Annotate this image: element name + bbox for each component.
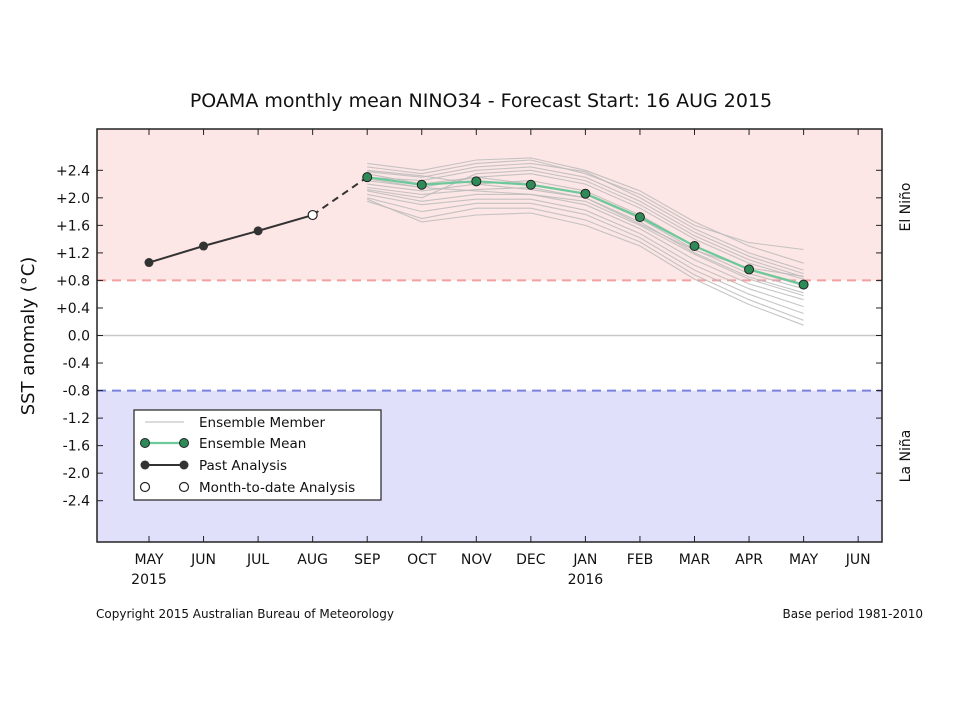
x-tick-label: MAR [679, 552, 711, 568]
x-tick-label: SEP [354, 552, 380, 568]
ensemble-member-line [367, 159, 804, 251]
y-tick-label: -2.4 [63, 494, 90, 510]
y-tick-label: +0.8 [56, 273, 90, 289]
legend-label-past-analysis: Past Analysis [199, 458, 287, 474]
ensemble-member-line [367, 190, 804, 301]
ensemble-mean-point [744, 264, 755, 275]
legend-markers [139, 438, 190, 493]
x-tick-label: JAN [572, 552, 597, 568]
y-axis-label: SST anomaly (°C) [18, 257, 39, 416]
base-period-text: Base period 1981-2010 [783, 607, 923, 621]
ensemble-mean-point [471, 176, 482, 187]
ensemble-mean-point [362, 172, 373, 183]
month-to-date-point [307, 209, 318, 221]
copyright-text: Copyright 2015 Australian Bureau of Mete… [96, 607, 394, 621]
x-tick-label: NOV [461, 552, 492, 568]
ensemble-member-line [367, 200, 804, 321]
x-tick-label: FEB [627, 552, 654, 568]
y-tick-label: 0.0 [68, 329, 90, 345]
legend-marker-past-analysis [140, 460, 150, 470]
ensemble-mean-point [634, 212, 645, 223]
legend-label-month-to-date: Month-to-date Analysis [199, 480, 355, 496]
ensemble-member-line [367, 169, 804, 278]
legend-marker-past-analysis [179, 460, 189, 470]
past-analysis-point [199, 241, 209, 251]
ensemble-mean-point [580, 188, 591, 199]
axes: +2.4 +2.0 +1.6 +1.2 +0.8 +0.4 0.0 -0.4 -0.8 -1.2 -… [56, 129, 882, 588]
ensemble-mean-point [416, 179, 427, 190]
y-tick-label: +1.2 [56, 246, 90, 262]
legend-marker-ensemble-mean [140, 438, 150, 448]
y-tick-label: +2.4 [56, 163, 90, 179]
y-tick-label: -1.2 [63, 411, 90, 427]
x-tick-label: DEC [516, 552, 546, 568]
past-analysis-point [144, 258, 154, 268]
ensemble-mean-point [798, 279, 809, 290]
y-tick-label: -1.6 [63, 439, 90, 455]
series-points [144, 172, 809, 290]
y-tick-label: +2.0 [56, 191, 90, 207]
ensemble-member-line [367, 157, 804, 264]
x-tick-label: JUN [190, 552, 216, 568]
ensemble-member-line [367, 197, 804, 315]
legend-label-ensemble-mean: Ensemble Mean [199, 436, 306, 452]
ensemble-mean-point [689, 241, 700, 252]
el-nino-label: El Niño [898, 183, 914, 232]
legend-label-ensemble-member: Ensemble Member [199, 415, 325, 431]
x-tick-label: JUN [845, 552, 871, 568]
x-tick-label: MAY [134, 552, 164, 568]
legend: Ensemble Member Ensemble Mean Past Analy… [133, 409, 382, 501]
y-tick-label: -2.0 [63, 466, 90, 482]
el-nino-region [97, 129, 882, 281]
y-tick-label: +0.4 [56, 301, 90, 317]
legend-box [133, 409, 382, 501]
legend-marker-month-to-date [139, 481, 151, 493]
legend-marker-ensemble-mean [179, 438, 189, 448]
x-year-label: 2015 [131, 572, 167, 588]
x-tick-label: JUL [246, 552, 269, 568]
ensemble-member-line [367, 162, 804, 271]
la-nina-label: La Niña [898, 430, 914, 483]
x-tick-label: OCT [407, 552, 437, 568]
x-tick-label: MAY [789, 552, 819, 568]
x-tick-label: APR [735, 552, 763, 568]
x-tick-label: AUG [297, 552, 328, 568]
y-tick-label: +1.6 [56, 218, 90, 234]
ensemble-member-line [367, 193, 804, 308]
ensemble-mean-point [525, 179, 536, 190]
chart-title: POAMA monthly mean NINO34 - Forecast Sta… [190, 90, 772, 112]
x-year-label: 2016 [568, 572, 604, 588]
ensemble-member-line [367, 166, 804, 275]
ensemble-member-line [367, 178, 804, 297]
ensemble-member-line [366, 198, 804, 326]
past-analysis-point [253, 226, 263, 236]
y-tick-label: -0.8 [63, 384, 90, 400]
legend-marker-month-to-date [178, 481, 190, 493]
y-tick-label: -0.4 [63, 356, 90, 372]
past-analysis-line [148, 214, 313, 264]
